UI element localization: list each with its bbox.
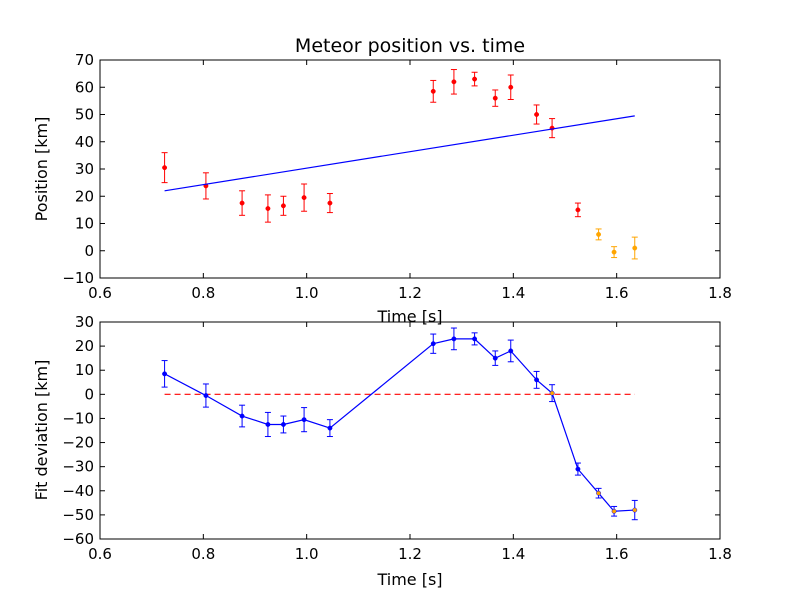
deviation-y-tick-label: −30 — [62, 458, 94, 476]
position-data-point — [472, 76, 478, 82]
deviation-x-tick-label: 0.8 — [191, 545, 215, 563]
position-plot-y-label: Position [km] — [32, 117, 51, 222]
deviation-data-point — [534, 377, 540, 383]
deviation-data-point — [611, 508, 617, 514]
deviation-data-point — [280, 422, 286, 427]
position-x-tick-label: 1.4 — [501, 284, 525, 302]
deviation-plot: 0.6 0.8 1.0 1.2 1.4 1.6 1.8 −60 −50 −40 −30 −20 −10… — [32, 313, 732, 589]
position-data-point — [265, 206, 271, 211]
deviation-data-point — [203, 393, 209, 398]
position-data-point — [451, 79, 457, 85]
position-y-tick-label: 60 — [75, 78, 94, 96]
position-data-point — [301, 195, 307, 201]
deviation-plot-y-label: Fit deviation [km] — [32, 360, 51, 501]
deviation-plot-x-ticks: 0.6 0.8 1.0 1.2 1.4 1.6 1.8 — [88, 322, 732, 563]
position-data-point — [508, 84, 514, 90]
deviation-data-point — [596, 490, 602, 496]
position-data-point — [632, 245, 638, 251]
position-y-tick-label: 0 — [84, 242, 94, 260]
position-plot-y-ticks: −10 0 10 20 30 40 50 60 70 — [62, 51, 720, 287]
position-y-tick-label: 30 — [75, 160, 94, 178]
deviation-x-tick-label: 1.8 — [708, 545, 732, 563]
position-series-2-line — [164, 115, 635, 192]
position-x-tick-label: 0.6 — [88, 284, 112, 302]
deviation-data-point — [162, 371, 168, 377]
position-data-point — [575, 207, 581, 213]
position-data-point — [492, 95, 498, 101]
position-y-tick-label: 40 — [75, 133, 94, 151]
position-plot-x-ticks: 0.6 0.8 1.0 1.2 1.4 1.6 1.8 — [88, 60, 732, 302]
position-data-point — [534, 112, 540, 117]
deviation-data-point — [632, 507, 638, 513]
deviation-x-tick-label: 0.6 — [88, 545, 112, 563]
deviation-y-tick-label: −40 — [62, 482, 94, 500]
deviation-data-point — [492, 355, 498, 361]
deviation-y-tick-label: −50 — [62, 506, 94, 524]
position-x-tick-label: 1.8 — [708, 284, 732, 302]
deviation-data-point — [472, 336, 478, 342]
position-y-tick-label: 50 — [75, 106, 94, 124]
deviation-y-tick-label: −60 — [62, 530, 94, 548]
position-x-tick-label: 1.6 — [605, 284, 629, 302]
deviation-y-tick-label: 10 — [75, 361, 94, 379]
deviation-y-tick-label: 30 — [75, 313, 94, 331]
position-data-point — [327, 200, 333, 206]
position-data-point — [280, 203, 286, 209]
position-plot-x-label: Time [s] — [376, 307, 442, 326]
deviation-data-point — [239, 413, 245, 419]
position-data-point — [611, 249, 617, 255]
position-data-point — [430, 88, 436, 94]
deviation-x-tick-label: 1.2 — [398, 545, 422, 563]
deviation-x-tick-label: 1.4 — [501, 545, 525, 563]
position-y-tick-label: 70 — [75, 51, 94, 69]
deviation-data-point — [265, 422, 271, 427]
deviation-data-point — [451, 336, 457, 342]
deviation-data-point — [301, 417, 307, 423]
deviation-data-point — [327, 425, 333, 431]
position-plot-title: Meteor position vs. time — [295, 35, 525, 57]
deviation-data-point — [575, 466, 581, 472]
deviation-plot-y-ticks: −60 −50 −40 −30 −20 −10 0 10 20 30 — [62, 313, 720, 548]
position-plot-area — [161, 69, 638, 260]
position-x-tick-label: 1.0 — [295, 284, 319, 302]
position-data-point — [596, 231, 602, 237]
deviation-series-1-line — [164, 338, 635, 512]
position-y-tick-label: 20 — [75, 187, 94, 205]
position-y-tick-label: 10 — [75, 215, 94, 233]
deviation-y-tick-label: −20 — [62, 434, 94, 452]
deviation-y-tick-label: 0 — [84, 385, 94, 403]
deviation-x-tick-label: 1.6 — [605, 545, 629, 563]
position-data-point — [239, 200, 245, 206]
deviation-plot-x-label: Time [s] — [376, 570, 442, 589]
deviation-data-point — [430, 341, 436, 347]
position-x-tick-label: 0.8 — [191, 284, 215, 302]
deviation-y-tick-label: 20 — [75, 337, 94, 355]
position-x-tick-label: 1.2 — [398, 284, 422, 302]
deviation-plot-area — [161, 327, 638, 521]
deviation-x-tick-label: 1.0 — [295, 545, 319, 563]
deviation-y-tick-label: −10 — [62, 409, 94, 427]
deviation-data-point — [508, 348, 514, 354]
position-data-point — [162, 165, 168, 171]
position-y-tick-label: −10 — [62, 269, 94, 287]
position-plot: Meteor position vs. time 0.6 0.8 1.0 1.2 1.4… — [32, 35, 732, 326]
deviation-data-point — [549, 390, 555, 396]
